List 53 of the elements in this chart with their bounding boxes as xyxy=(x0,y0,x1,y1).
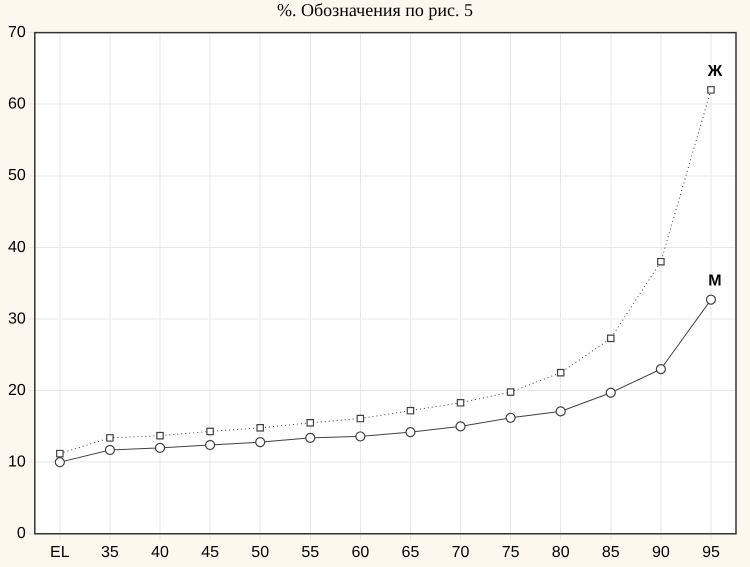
x-tick-label: 95 xyxy=(702,544,720,561)
point xyxy=(255,437,266,448)
x-tick-label: 80 xyxy=(552,544,570,561)
x-tick-label: 75 xyxy=(502,544,520,561)
point xyxy=(306,419,314,427)
y-tick-label: 70 xyxy=(8,24,26,42)
y-tick-label: 50 xyxy=(8,167,26,184)
x-tick-label: 50 xyxy=(251,544,270,561)
point xyxy=(206,428,214,436)
y-tick-label: 60 xyxy=(8,96,26,113)
point xyxy=(406,406,414,414)
point xyxy=(706,294,716,305)
point xyxy=(205,440,216,450)
point xyxy=(356,414,364,422)
chart-title: %. Обозначения по рис. 5 xyxy=(276,0,474,20)
point xyxy=(607,334,615,342)
point xyxy=(556,368,564,376)
point xyxy=(556,406,566,416)
point xyxy=(156,432,164,440)
point xyxy=(506,412,516,423)
y-tick-label: 20 xyxy=(8,382,26,400)
point xyxy=(455,421,466,432)
y-tick-label: 0 xyxy=(16,525,26,542)
x-tick-label: 90 xyxy=(652,544,670,561)
point xyxy=(456,398,464,407)
point xyxy=(707,86,715,94)
point xyxy=(606,388,616,398)
x-tick-label: 85 xyxy=(602,544,620,561)
series-label: Ж xyxy=(706,62,723,80)
x-tick-label: EL xyxy=(50,544,70,561)
point xyxy=(154,442,166,453)
x-tick-label: 40 xyxy=(151,544,170,561)
x-tick-label: 45 xyxy=(201,544,220,561)
y-tick-label: 10 xyxy=(8,454,26,471)
point xyxy=(405,427,416,438)
point xyxy=(56,450,64,458)
point xyxy=(657,258,665,266)
x-tick-label: 65 xyxy=(402,544,420,561)
x-tick-label: 35 xyxy=(101,544,119,561)
point xyxy=(506,388,514,396)
point xyxy=(106,434,114,442)
point xyxy=(355,431,366,442)
point xyxy=(54,457,65,468)
x-tick-label: 55 xyxy=(301,544,320,561)
x-tick-label: 60 xyxy=(351,544,370,561)
x-tick-label: 70 xyxy=(452,544,470,561)
point xyxy=(104,444,116,456)
point xyxy=(256,424,264,432)
point xyxy=(305,432,316,443)
point xyxy=(656,364,666,374)
y-tick-label: 30 xyxy=(8,310,26,328)
y-tick-label: 40 xyxy=(8,238,26,256)
series-label: М xyxy=(708,272,722,290)
